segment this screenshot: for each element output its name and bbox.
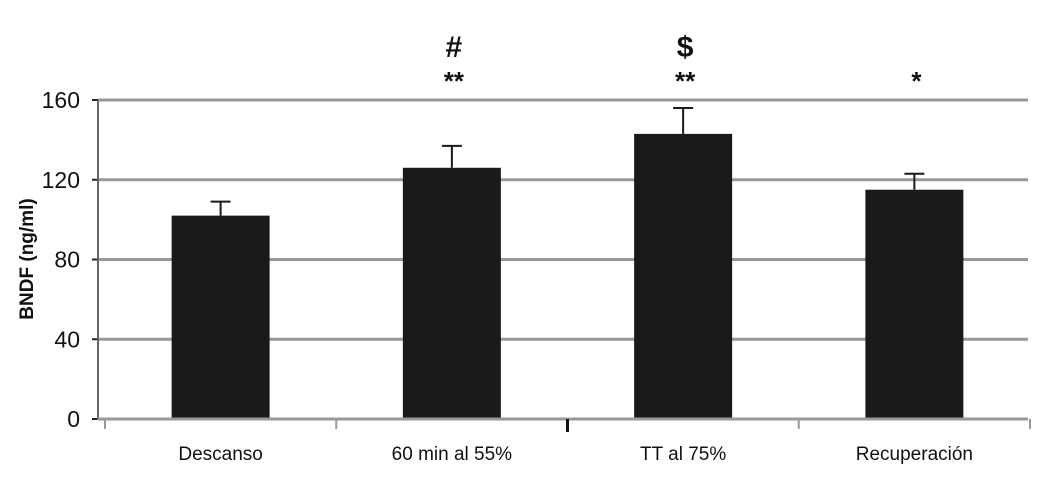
significance-stars: ** — [444, 66, 465, 96]
y-tick-label: 80 — [54, 247, 80, 273]
significance-symbol: # — [446, 31, 463, 64]
x-tick-label: Recuperación — [856, 444, 973, 465]
bar — [634, 133, 733, 420]
axes — [97, 100, 1031, 432]
significance-stars: ** — [675, 66, 696, 96]
y-tick-label: 40 — [54, 326, 80, 352]
x-tick-labels: Descanso 60 min al 55% TT al 75% Recuperaci… — [178, 444, 973, 465]
bar — [402, 167, 501, 419]
y-tick-label: 160 — [42, 87, 80, 113]
significance-symbol: $ — [677, 31, 694, 64]
bar — [865, 189, 964, 419]
x-tick-label: 60 min al 55% — [392, 444, 513, 465]
bar — [171, 215, 270, 419]
y-tick-label: 120 — [42, 167, 80, 193]
y-axis-label: BNDF (ng/ml) — [17, 198, 38, 319]
y-tick-label: 0 — [67, 406, 80, 432]
bars — [171, 133, 964, 420]
x-tick-label: TT al 75% — [640, 444, 726, 465]
significance-stars: * — [911, 66, 922, 96]
y-tick-labels: 0 40 80 120 160 — [42, 87, 80, 432]
axis-break-mark — [566, 419, 569, 432]
x-tick-label: Descanso — [178, 444, 263, 465]
error-bars — [210, 106, 925, 216]
annotations: #**$** * — [444, 31, 923, 96]
